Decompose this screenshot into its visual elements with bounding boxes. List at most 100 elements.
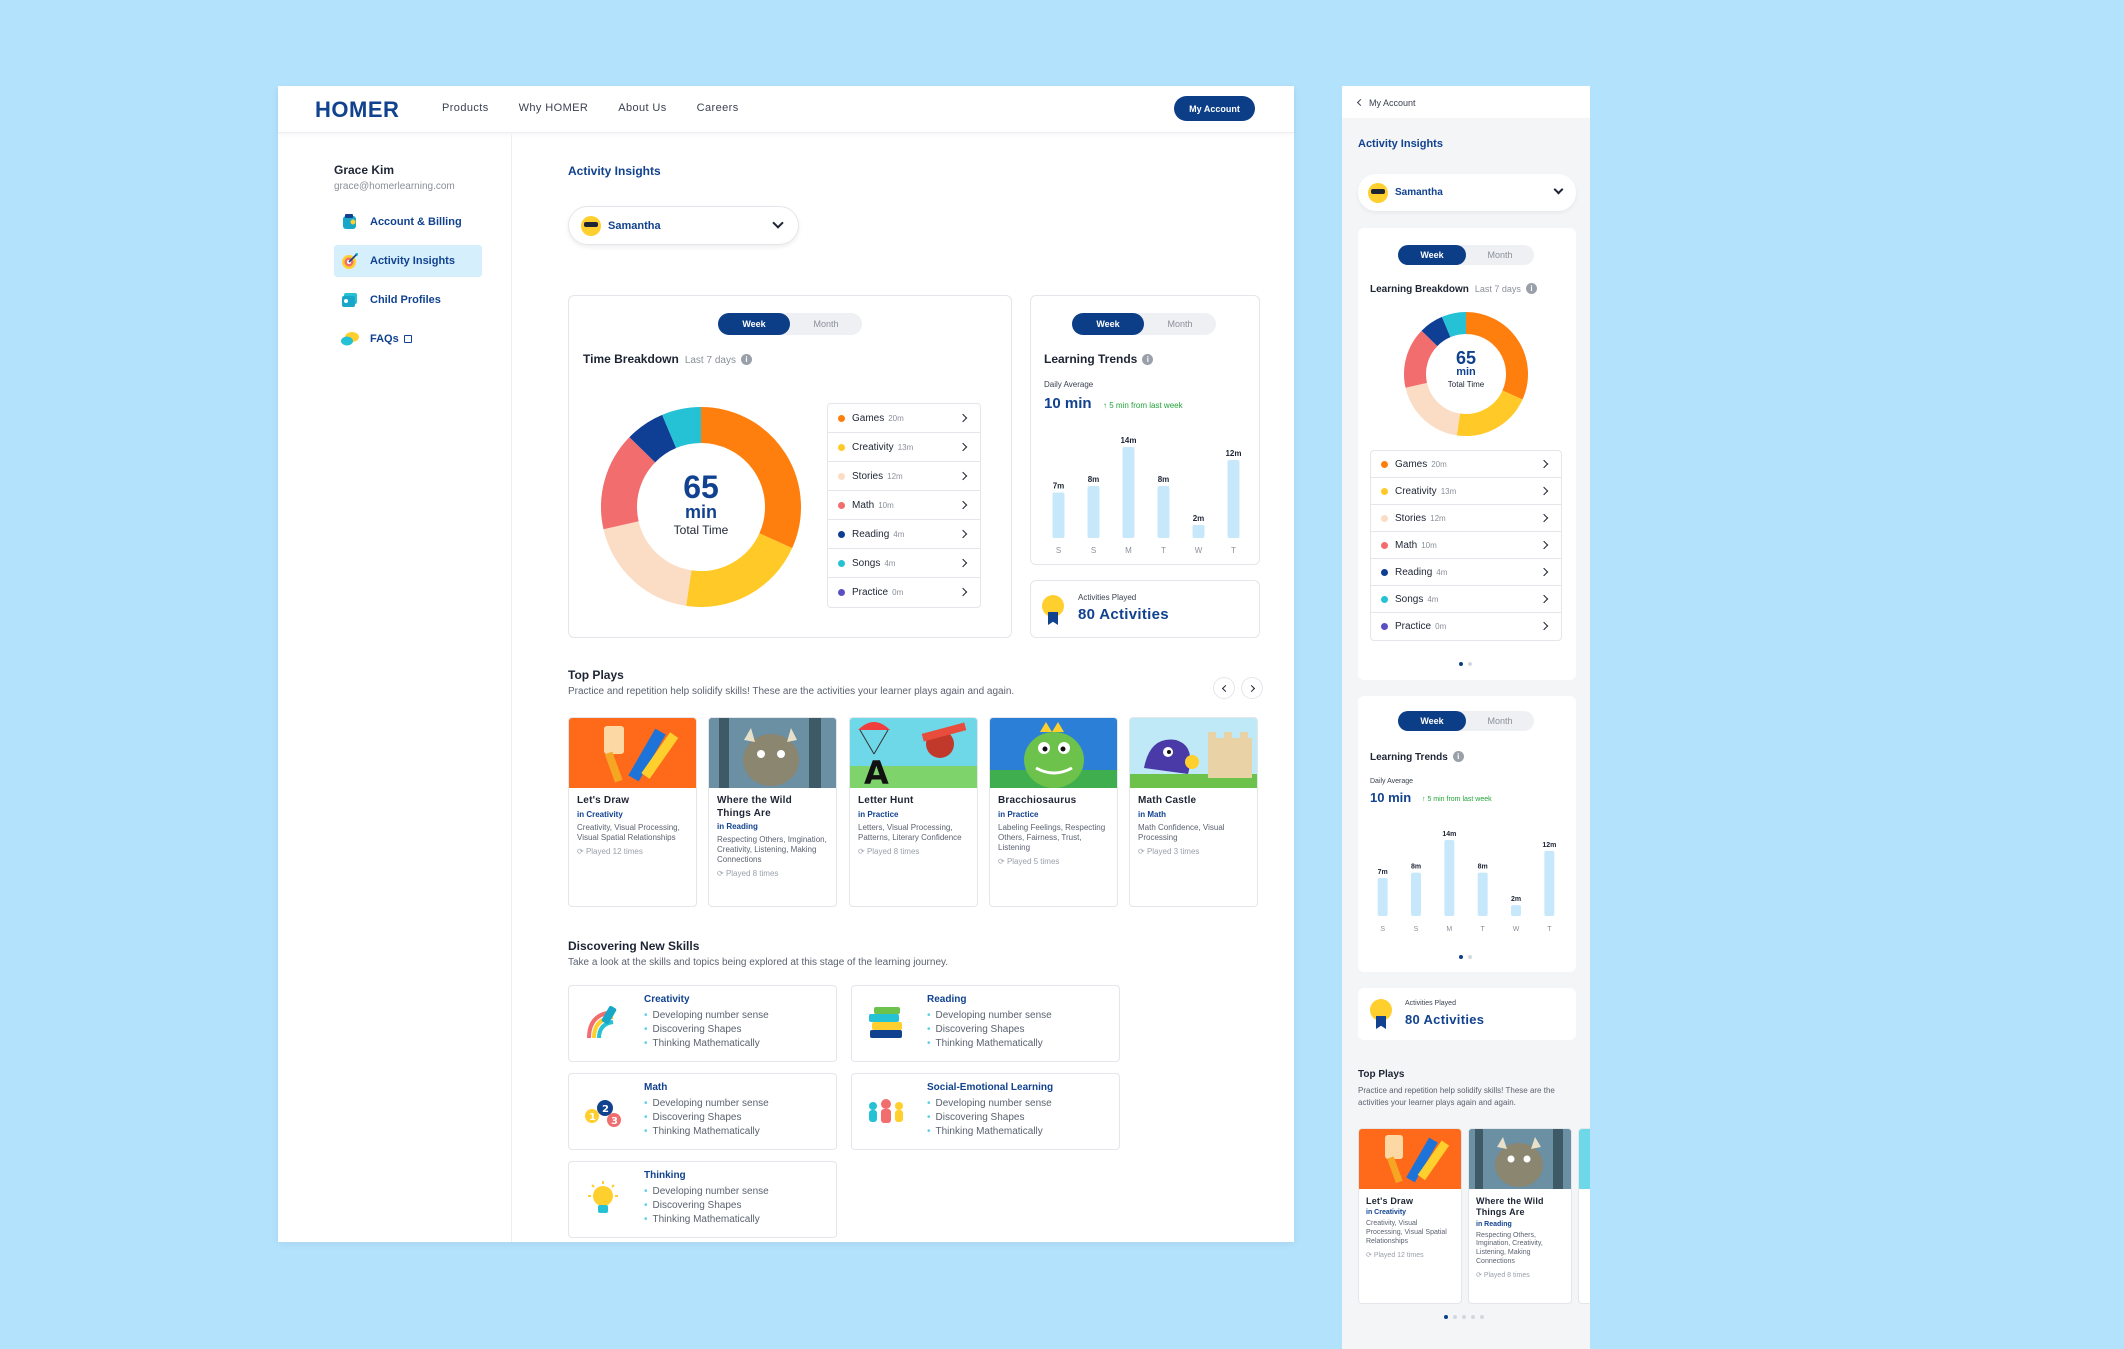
daily-average-label: Daily Average xyxy=(1044,380,1094,389)
legend-label: Games xyxy=(852,412,885,424)
legend-item-creativity[interactable]: Creativity 13m xyxy=(828,433,980,462)
tab-month[interactable]: Month xyxy=(1487,250,1513,260)
info-icon[interactable]: i xyxy=(740,354,752,365)
total-unit: min xyxy=(1456,366,1476,378)
legend-item-math[interactable]: Math 10m xyxy=(828,491,980,520)
bar-2 xyxy=(1444,840,1455,916)
my-account-button[interactable]: My Account xyxy=(1174,96,1255,121)
mobile-time-donut-chart xyxy=(1404,312,1528,436)
sidebar-item-faqs[interactable]: FAQs xyxy=(334,323,482,355)
tab-week[interactable]: Week xyxy=(1072,313,1144,335)
carousel-next-button[interactable] xyxy=(1241,677,1263,699)
sidebar-item-child-profiles[interactable]: Child Profiles xyxy=(334,284,482,316)
legend-item-practice[interactable]: Practice 0m xyxy=(828,578,980,607)
nav-link-products[interactable]: Products xyxy=(442,102,489,114)
dot[interactable] xyxy=(1468,662,1472,666)
letter-hunt-thumbnail xyxy=(1579,1129,1590,1189)
top-plays-description: Practice and repetition help solidify sk… xyxy=(568,686,1015,697)
dot[interactable] xyxy=(1444,1315,1448,1319)
legend-label: Practice xyxy=(1395,621,1432,632)
skill-card-reading[interactable]: Reading Developing number sense Discover… xyxy=(851,985,1120,1062)
donut-slice-reading xyxy=(1421,316,1451,347)
dot[interactable] xyxy=(1471,1315,1475,1319)
dot[interactable] xyxy=(1459,662,1463,666)
play-card-bracchiosaurus[interactable]: Bracchiosaurus in Practice Labeling Feel… xyxy=(989,717,1118,907)
legend-minutes: 10m xyxy=(878,500,894,510)
legend-item-games[interactable]: Games 20m xyxy=(1371,451,1561,478)
tab-week[interactable]: Week xyxy=(1398,245,1466,265)
delta-text: 5 min from last week xyxy=(1109,401,1183,410)
donut-center: 65 min Total Time xyxy=(641,471,761,537)
mobile-play-card-lets-draw[interactable]: Let's Draw in Creativity Creativity, Vis… xyxy=(1358,1128,1462,1304)
play-count: ⟳ Played 8 times xyxy=(858,847,969,856)
legend-item-games[interactable]: Games 20m xyxy=(828,404,980,433)
legend-item-reading[interactable]: Reading 4m xyxy=(1371,559,1561,586)
tab-week[interactable]: Week xyxy=(1398,711,1466,731)
repeat-icon: ⟳ xyxy=(858,846,867,856)
play-card-letter-hunt[interactable]: A Letter Hunt in Practice Letters, Visua… xyxy=(849,717,978,907)
nav-link-about-us[interactable]: About Us xyxy=(618,102,667,114)
x-tick-label: T xyxy=(1161,546,1166,555)
back-button[interactable]: My Account xyxy=(1356,98,1416,108)
skill-card-creativity[interactable]: Creativity Developing number sense Disco… xyxy=(568,985,837,1062)
dot[interactable] xyxy=(1480,1315,1484,1319)
legend-label: Creativity xyxy=(1395,485,1437,497)
donut-slice-math xyxy=(1404,330,1438,388)
homer-logo[interactable]: HOMER xyxy=(315,97,400,122)
play-card-wild-things[interactable]: Where the Wild Things Are in Reading Res… xyxy=(708,717,837,907)
carousel-prev-button[interactable] xyxy=(1213,677,1235,699)
chevron-right-icon xyxy=(1247,684,1256,693)
skill-card-math[interactable]: 123 Math Developing number sense Discove… xyxy=(568,1073,837,1150)
sidebar-item-activity-insights[interactable]: Activity Insights xyxy=(334,245,482,277)
legend-item-creativity[interactable]: Creativity 13m xyxy=(1371,478,1561,505)
legend-item-songs[interactable]: Songs 4m xyxy=(828,549,980,578)
legend-item-stories[interactable]: Stories 12m xyxy=(828,462,980,491)
arrow-up-icon: ↑ xyxy=(1422,796,1428,803)
tab-month[interactable]: Month xyxy=(1487,716,1513,726)
learning-trends-title-text: Learning Trends xyxy=(1044,352,1138,366)
sidebar-item-label: Activity Insights xyxy=(370,255,455,267)
tab-month[interactable]: Month xyxy=(813,319,839,329)
activities-played-value: 80 Activities xyxy=(1405,1012,1485,1027)
skill-topics: Developing number sense Discovering Shap… xyxy=(927,1009,1052,1051)
legend-item-practice[interactable]: Practice 0m xyxy=(1371,613,1561,640)
mobile-activities-played-card: Activities Played 80 Activities xyxy=(1358,988,1576,1040)
sidebar-item-account-billing[interactable]: Account & Billing xyxy=(334,206,482,238)
skill-card-thinking[interactable]: Thinking Developing number sense Discove… xyxy=(568,1161,837,1238)
total-unit: min xyxy=(684,502,717,522)
math-castle-thumbnail xyxy=(1130,718,1257,788)
tab-week[interactable]: Week xyxy=(718,313,790,335)
dot[interactable] xyxy=(1459,955,1463,959)
legend-item-reading[interactable]: Reading 4m xyxy=(828,520,980,549)
nav-link-careers[interactable]: Careers xyxy=(696,102,739,114)
child-selector[interactable]: Samantha xyxy=(568,206,799,245)
nav-link-why-homer[interactable]: Why HOMER xyxy=(518,102,589,114)
legend-item-stories[interactable]: Stories 12m xyxy=(1371,505,1561,532)
play-card-lets-draw[interactable]: Let's Draw in Creativity Creativity, Vis… xyxy=(568,717,697,907)
skill-topic: Thinking Mathematically xyxy=(644,1037,769,1051)
tab-month[interactable]: Month xyxy=(1167,319,1193,329)
dot[interactable] xyxy=(1453,1315,1457,1319)
dot[interactable] xyxy=(1468,955,1472,959)
legend-item-songs[interactable]: Songs 4m xyxy=(1371,586,1561,613)
award-medal-icon xyxy=(1042,595,1064,625)
legend-item-math[interactable]: Math 10m xyxy=(1371,532,1561,559)
skill-card-social-emotional[interactable]: Social-Emotional Learning Developing num… xyxy=(851,1073,1120,1150)
play-card-math-castle[interactable]: Math Castle in Math Math Confidence, Vis… xyxy=(1129,717,1258,907)
mobile-play-card-peek[interactable] xyxy=(1578,1128,1590,1304)
dot[interactable] xyxy=(1462,1315,1466,1319)
donut-center: 65 min Total Time xyxy=(1434,349,1498,389)
donut-slice-songs xyxy=(1441,312,1467,338)
x-tick-label: W xyxy=(1513,926,1520,933)
chevron-right-icon xyxy=(958,587,968,596)
mobile-child-selector[interactable]: Samantha xyxy=(1358,174,1576,211)
skill-topic: Developing number sense xyxy=(644,1009,769,1023)
bar-data-label: 12m xyxy=(1542,842,1556,849)
info-icon[interactable]: i xyxy=(1452,751,1464,762)
legend-label: Practice xyxy=(852,587,889,598)
play-count-text: Played 5 times xyxy=(1006,856,1060,866)
repeat-icon: ⟳ xyxy=(1476,1271,1484,1279)
mobile-play-card-wild-things[interactable]: Where the Wild Things Are in Reading Res… xyxy=(1468,1128,1572,1304)
info-icon[interactable]: i xyxy=(1142,354,1154,365)
info-icon[interactable]: i xyxy=(1525,283,1537,294)
